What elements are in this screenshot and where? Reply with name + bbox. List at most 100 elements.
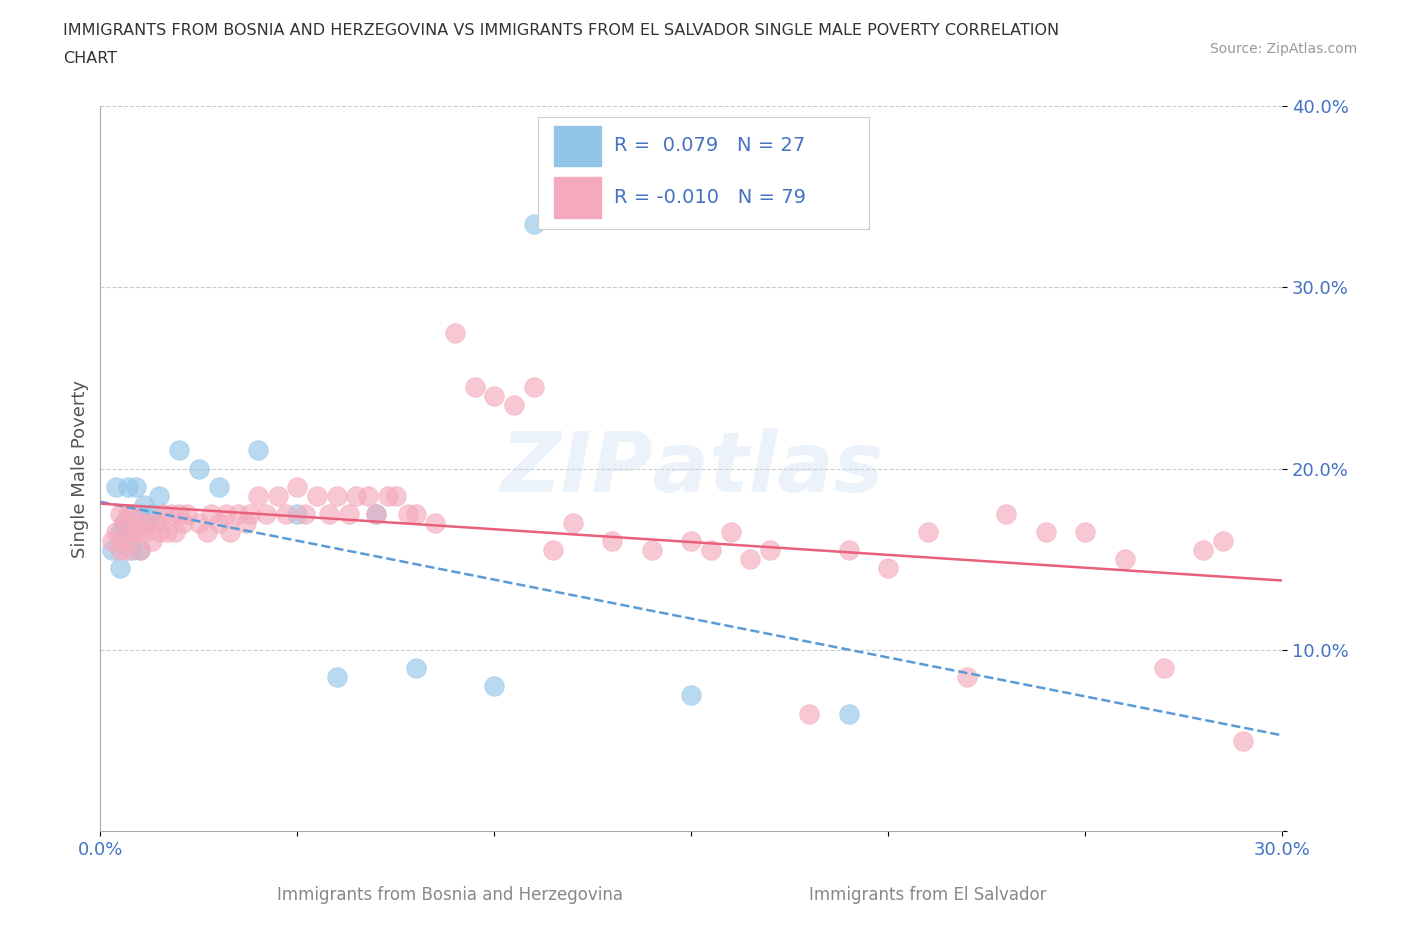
Point [121,525,143,539]
Point [523,379,546,394]
Point [121,543,143,558]
Point [838,543,860,558]
Point [105,525,128,539]
Point [167,507,190,522]
Point [405,507,427,522]
Point [156,525,179,539]
Point [917,525,939,539]
Point [200,507,222,522]
Point [681,688,703,703]
Point [641,543,664,558]
Point [366,507,388,522]
Point [207,479,229,494]
Point [877,561,900,576]
Point [266,488,288,503]
Point [105,479,128,494]
Point [285,479,308,494]
Point [160,507,183,522]
Point [444,326,467,340]
Point [464,379,486,394]
Point [484,389,506,404]
Point [117,525,139,539]
Point [377,488,399,503]
Point [132,525,155,539]
Point [121,507,143,522]
Point [136,515,159,530]
Point [141,507,163,522]
Point [148,525,170,539]
Point [246,488,269,503]
Point [396,507,419,522]
Point [246,443,269,458]
Point [759,543,782,558]
Point [215,507,238,522]
Point [1153,660,1175,675]
Point [148,488,170,503]
Point [799,706,821,721]
Point [172,515,194,530]
Point [117,543,139,558]
Point [405,660,427,675]
Point [141,534,163,549]
Point [602,534,624,549]
Point [145,515,167,530]
Point [1035,525,1057,539]
Point [101,534,124,549]
Point [136,515,159,530]
Point [101,543,124,558]
Point [187,461,209,476]
Point [385,488,408,503]
Point [108,525,131,539]
Point [117,479,139,494]
Point [562,515,585,530]
Point [128,543,150,558]
Point [357,488,380,503]
Point [325,488,347,503]
Point [543,543,565,558]
Text: Source: ZipAtlas.com: Source: ZipAtlas.com [1209,42,1357,56]
Point [1114,551,1136,566]
Point [132,498,155,512]
Point [318,507,340,522]
Text: ZIP​atlas: ZIP​atlas [499,428,883,509]
Point [274,507,297,522]
Y-axis label: Single Male Poverty: Single Male Poverty [72,379,89,558]
Point [1232,734,1254,749]
Point [337,507,360,522]
Point [165,525,187,539]
Text: CHART: CHART [63,51,117,66]
Text: Immigrants from El Salvador: Immigrants from El Salvador [810,886,1046,904]
Point [956,670,979,684]
Point [117,507,139,522]
Point [112,515,135,530]
Point [112,534,135,549]
Point [128,543,150,558]
Point [305,488,328,503]
Point [108,507,131,522]
Point [1192,543,1215,558]
Point [425,515,447,530]
Point [152,507,174,522]
Point [700,543,723,558]
Point [108,543,131,558]
Point [235,515,257,530]
Point [681,534,703,549]
Text: Immigrants from Bosnia and Herzegovina: Immigrants from Bosnia and Herzegovina [277,886,623,904]
Point [112,515,135,530]
Point [1074,525,1097,539]
Point [503,398,526,413]
Point [128,507,150,522]
Point [219,525,242,539]
Point [167,443,190,458]
Point [1212,534,1234,549]
Point [195,525,218,539]
Point [484,679,506,694]
Point [176,507,198,522]
Point [125,479,148,494]
Point [207,515,229,530]
Point [995,507,1018,522]
Point [523,216,546,231]
Point [187,515,209,530]
Point [294,507,316,522]
Point [366,507,388,522]
